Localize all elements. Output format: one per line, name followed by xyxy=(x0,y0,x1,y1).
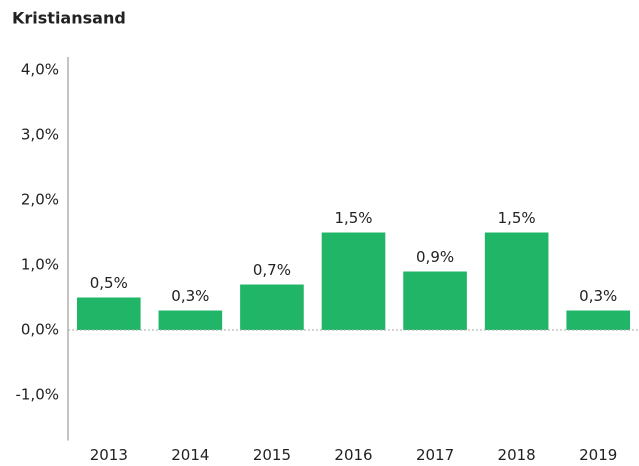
x-tick-label: 2016 xyxy=(334,446,372,464)
data-label: 0,7% xyxy=(253,261,291,279)
data-label: 0,9% xyxy=(416,248,454,266)
y-tick-label: -1,0% xyxy=(15,386,59,404)
x-tick-label: 2015 xyxy=(253,446,291,464)
y-tick-label: 2,0% xyxy=(21,191,59,209)
bar xyxy=(321,232,386,330)
bar xyxy=(484,232,549,330)
chart-title: Kristiansand xyxy=(12,9,126,28)
data-label: 1,5% xyxy=(334,209,372,227)
bar xyxy=(566,310,631,330)
y-tick-label: 3,0% xyxy=(21,126,59,144)
y-tick-label: 1,0% xyxy=(21,256,59,274)
x-tick-label: 2013 xyxy=(90,446,128,464)
bar xyxy=(403,271,467,330)
x-tick-label: 2017 xyxy=(416,446,454,464)
bar xyxy=(76,297,141,330)
bar xyxy=(158,310,223,330)
data-label: 0,5% xyxy=(90,274,128,292)
x-tick-label: 2019 xyxy=(579,446,617,464)
y-tick-label: 0,0% xyxy=(21,321,59,339)
data-label: 1,5% xyxy=(498,209,536,227)
data-label: 0,3% xyxy=(171,287,209,305)
x-tick-label: 2014 xyxy=(171,446,209,464)
y-tick-label: 4,0% xyxy=(21,61,59,79)
x-tick-label: 2018 xyxy=(498,446,536,464)
data-label: 0,3% xyxy=(579,287,617,305)
bar xyxy=(240,284,304,330)
